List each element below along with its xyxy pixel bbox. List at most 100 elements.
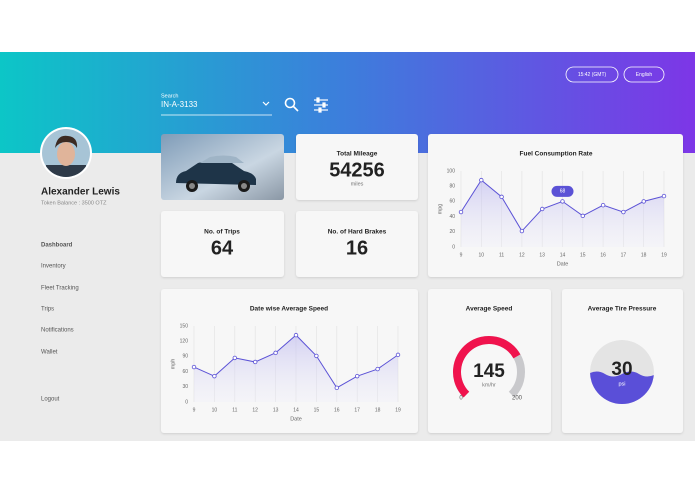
car-image [161, 134, 284, 200]
point[interactable] [661, 193, 667, 199]
stat-label: Total Mileage [337, 151, 378, 158]
point[interactable] [580, 213, 585, 219]
filter-icon[interactable] [314, 97, 328, 113]
stat-unit: miles [351, 181, 364, 187]
x-tick-label: 14 [560, 252, 566, 258]
y-axis-label: mpg [437, 204, 443, 215]
area [461, 180, 664, 247]
level-unit: psi [618, 381, 625, 387]
logout[interactable]: Logout [41, 397, 60, 403]
point[interactable] [334, 385, 339, 391]
point[interactable] [395, 352, 401, 358]
y-tick-label: 90 [182, 354, 188, 360]
x-tick-label: 11 [499, 252, 504, 258]
point[interactable] [519, 228, 525, 234]
avatar [40, 127, 92, 179]
x-tick-label: 11 [232, 407, 237, 413]
time: 15:42 (GMT) [578, 72, 607, 78]
nav-item[interactable]: Fleet Tracking [41, 286, 79, 292]
x-tick-label: 14 [293, 407, 299, 413]
search-label: Search [161, 93, 178, 99]
x-tick-label: 17 [621, 252, 627, 258]
chart-title: Average Tire Pressure [588, 306, 657, 313]
nav-item[interactable]: Trips [41, 307, 54, 313]
x-tick-label: 9 [193, 407, 196, 413]
x-tick-label: 15 [580, 252, 586, 258]
x-tick-label: 19 [395, 407, 401, 413]
search-icon[interactable] [284, 97, 299, 112]
point[interactable] [252, 359, 258, 365]
x-tick-label: 12 [252, 407, 258, 413]
gauge-unit: km/hr [482, 382, 496, 388]
gauge-value-label: 145 [473, 361, 505, 382]
y-tick-label: 0 [452, 244, 455, 250]
x-axis-label: Date [557, 261, 569, 267]
language: English [636, 72, 653, 78]
time-pill[interactable] [565, 66, 619, 83]
card [296, 211, 418, 277]
point[interactable] [375, 366, 380, 372]
x-axis-label: Date [290, 416, 302, 422]
point[interactable] [600, 202, 606, 208]
dropdown-chevron[interactable] [262, 101, 270, 106]
x-tick-label: 16 [600, 252, 606, 258]
stat-value: 16 [346, 237, 368, 259]
x-tick-label: 13 [273, 407, 279, 413]
x-tick-label: 10 [479, 252, 485, 258]
x-tick-label: 12 [519, 252, 525, 258]
point[interactable] [191, 364, 197, 370]
gauge-min: 0 [459, 396, 463, 402]
x-tick-label: 13 [539, 252, 545, 258]
token-balance: Token Balance : 3500 OTZ [41, 200, 107, 206]
chart-title: Date wise Average Speed [250, 306, 328, 313]
y-tick-label: 60 [182, 369, 188, 375]
x-tick-label: 18 [375, 407, 381, 413]
area [194, 335, 398, 402]
gauge-value [453, 336, 521, 398]
point[interactable] [540, 206, 545, 212]
x-tick-label: 18 [641, 252, 647, 258]
point[interactable] [560, 199, 565, 204]
gauge-max: 200 [512, 396, 523, 402]
y-tick-label: 40 [449, 214, 455, 220]
nav-item[interactable]: Dashboard [41, 243, 73, 249]
point[interactable] [499, 194, 504, 200]
point[interactable] [641, 199, 646, 204]
y-tick-label: 20 [449, 229, 455, 235]
y-tick-label: 150 [180, 323, 189, 329]
point[interactable] [273, 350, 278, 356]
point[interactable] [479, 177, 484, 183]
point[interactable] [212, 373, 217, 379]
stat-value: 54256 [329, 159, 385, 181]
nav: Dashboard Inventory Fleet Tracking Trips Not… [41, 243, 79, 356]
nav-item[interactable]: Wallet [41, 350, 58, 356]
y-axis-label: mph [170, 359, 176, 370]
nav-item[interactable]: Inventory [41, 264, 66, 270]
x-tick-label: 9 [460, 252, 463, 258]
y-tick-label: 60 [449, 199, 455, 205]
stat-value: 64 [211, 237, 234, 259]
chart-title: Fuel Consumption Rate [520, 151, 593, 158]
nav-item[interactable]: Notifications [41, 328, 74, 334]
search-value[interactable]: IN-A-3133 [161, 100, 198, 109]
tooltip-label: 68 [560, 189, 566, 195]
point[interactable] [621, 209, 626, 215]
y-tick-label: 120 [180, 339, 189, 345]
point[interactable] [314, 353, 319, 359]
y-tick-label: 80 [449, 184, 455, 190]
point[interactable] [293, 332, 299, 338]
point[interactable] [458, 209, 464, 215]
y-tick-label: 100 [447, 168, 456, 174]
stat-label: No. of Trips [204, 229, 240, 236]
chart-title: Average Speed [466, 306, 513, 313]
profile-name: Alexander Lewis [41, 187, 120, 198]
point[interactable] [355, 373, 360, 379]
card [428, 289, 551, 433]
x-tick-label: 10 [212, 407, 218, 413]
language-pill[interactable] [623, 66, 665, 83]
x-tick-label: 17 [354, 407, 360, 413]
tooltip [551, 185, 574, 197]
point[interactable] [232, 355, 237, 361]
